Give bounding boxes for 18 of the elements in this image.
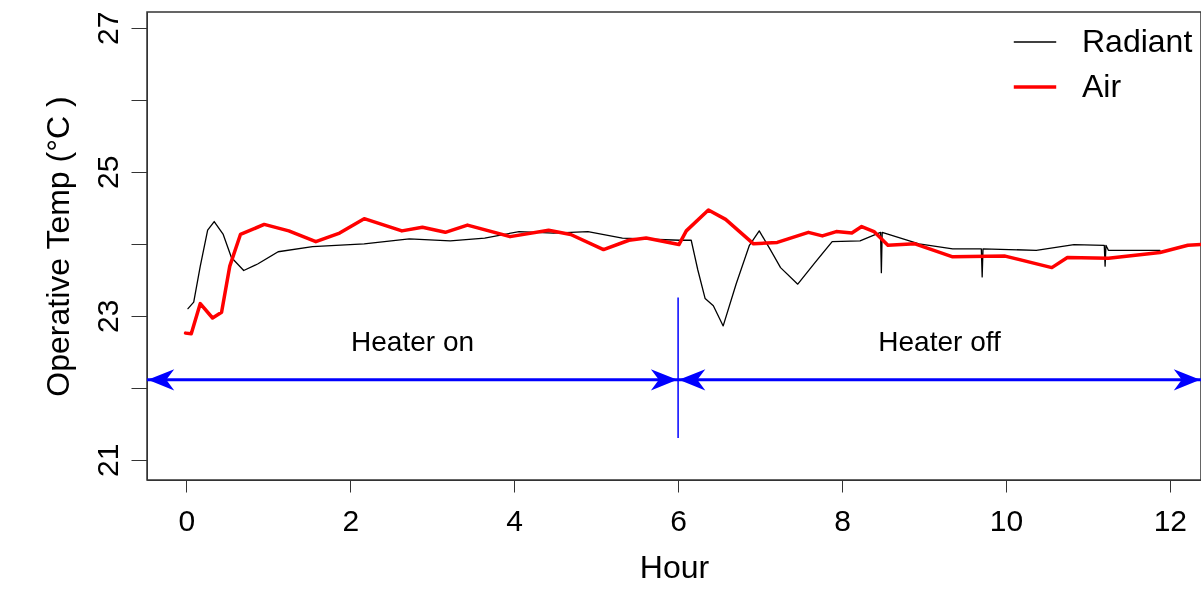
y-tick-label: 21 xyxy=(90,443,124,478)
x-tick-label: 12 xyxy=(1153,503,1188,537)
x-tick-label: 6 xyxy=(670,503,687,537)
y-tick-label: 25 xyxy=(90,155,124,190)
y-tick-label: 27 xyxy=(90,11,124,46)
legend-label: Radiant xyxy=(1082,23,1193,59)
line-series xyxy=(187,220,1161,327)
x-tick-label: 0 xyxy=(178,503,196,537)
annotation: Heater off xyxy=(878,325,1001,357)
x-tick-label: 10 xyxy=(989,503,1024,537)
x-tick-label: 2 xyxy=(342,503,360,537)
x-tick-label: 8 xyxy=(834,503,851,537)
y-tick-label: 23 xyxy=(90,299,124,334)
x-axis-title: Hour xyxy=(639,548,710,585)
legend-label: Air xyxy=(1082,68,1122,104)
x-tick-label: 4 xyxy=(506,503,524,537)
annotation: Heater on xyxy=(351,325,475,357)
y-axis-title: Operative Temp (°C ) xyxy=(39,96,76,397)
